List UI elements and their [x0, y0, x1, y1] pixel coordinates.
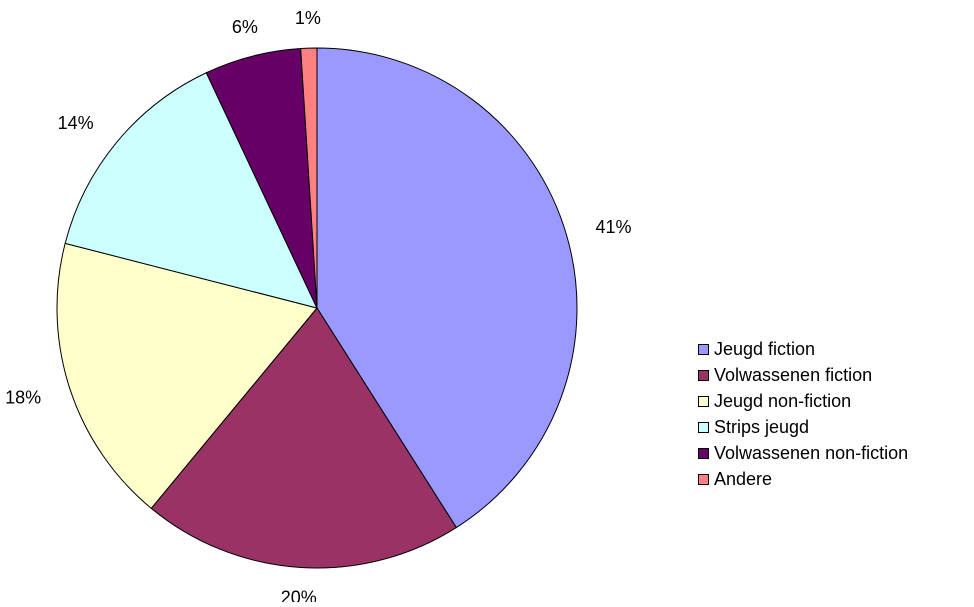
legend-item-strips-jeugd: Strips jeugd: [698, 416, 974, 438]
legend-item-jeugd-non-fiction: Jeugd non-fiction: [698, 390, 974, 412]
legend-swatch: [698, 473, 709, 485]
legend-label: Andere: [714, 468, 773, 489]
legend-label: Jeugd fiction: [714, 338, 816, 359]
pie-slice-andere: [300, 47, 318, 309]
legend-label: Volwassenen fiction: [714, 364, 873, 385]
legend-swatch: [698, 369, 709, 381]
legend: Jeugd fiction Volwassenen fiction Jeugd …: [698, 338, 974, 494]
pie-slice-strips-jeugd: [64, 72, 318, 309]
pie-slices: [56, 47, 578, 569]
legend-swatch: [698, 447, 709, 459]
pie-labels: 41% 20% 18% 14% 6% 1%: [5, 8, 632, 607]
pie-slice-jeugd-non-fiction: [56, 242, 318, 510]
legend-label: Jeugd non-fiction: [714, 390, 852, 411]
legend-swatch: [698, 395, 709, 407]
pie-label-volwassenen-non-fiction: 6%: [232, 17, 258, 37]
legend-item-volwassenen-non-fiction: Volwassenen non-fiction: [698, 442, 974, 464]
pie-label-volwassenen-fiction: 20%: [281, 587, 317, 602]
pie-label-andere: 1%: [295, 8, 321, 28]
legend-swatch: [698, 343, 709, 355]
legend-item-andere: Andere: [698, 468, 974, 490]
pie-label-jeugd-non-fiction: 18%: [5, 388, 41, 408]
legend-label: Strips jeugd: [714, 416, 810, 437]
legend-label: Volwassenen non-fiction: [714, 442, 909, 463]
pie-label-strips-jeugd: 14%: [58, 113, 94, 133]
pie-label-jeugd-fiction: 41%: [596, 217, 632, 237]
legend-item-volwassenen-fiction: Volwassenen fiction: [698, 364, 974, 386]
pie-slice-volwassenen-fiction: [150, 307, 458, 569]
legend-item-jeugd-fiction: Jeugd fiction: [698, 338, 974, 360]
legend-swatch: [698, 421, 709, 433]
pie-slice-jeugd-fiction: [316, 47, 578, 529]
